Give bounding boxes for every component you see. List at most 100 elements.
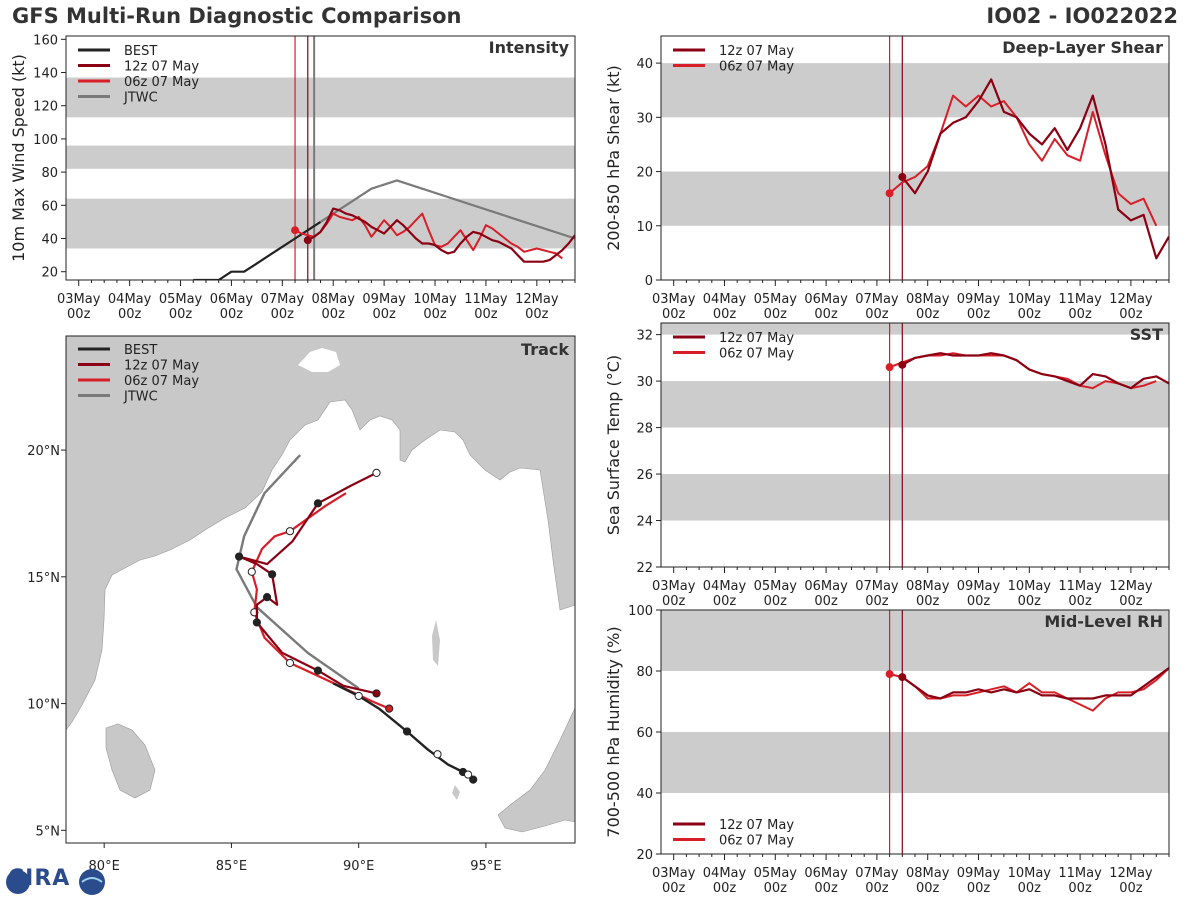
intensity-ytick-label-2: 60 <box>41 199 58 214</box>
shear-plot-area <box>661 36 1169 280</box>
intensity-legend-label-1: 12z 07 May <box>124 60 199 75</box>
track-marker-best-2 <box>402 727 412 736</box>
track-marker-best-0 <box>464 770 473 779</box>
shear-title: Deep-Layer Shear <box>1002 38 1163 57</box>
track-xtick-label-2: 90°E <box>343 859 374 874</box>
intensity-series-run06 <box>294 212 563 260</box>
shear-start-point-run06 <box>885 189 894 198</box>
intensity-ytick-label-1: 40 <box>41 233 58 248</box>
intensity-series-best <box>193 220 322 280</box>
sst-ylabel: Sea Surface Temp (°C) <box>604 355 623 535</box>
shear-ylabel: 200-850 hPa Shear (kt) <box>604 65 623 251</box>
rh-band-1 <box>661 610 1169 671</box>
track-legend-label-1: 12z 07 May <box>124 359 199 374</box>
track-marker-run12-5 <box>234 552 244 561</box>
track-marker-best-0 <box>469 775 478 784</box>
rh-ytick-label-1: 40 <box>636 787 653 802</box>
track-marker-run06-4 <box>285 527 295 536</box>
shear-band-0 <box>661 171 1169 226</box>
rh-title: Mid-Level RH <box>1044 612 1163 631</box>
track-ytick-label-3: 20°N <box>27 444 60 459</box>
intensity-xtick-sublabel-5: 00z <box>322 307 346 322</box>
intensity-ytick-label-7: 160 <box>33 33 58 48</box>
rh-panel: 2040608010003May00z04May00z05May00z06May… <box>604 604 1170 896</box>
intensity-legend-label-0: BEST <box>124 44 157 59</box>
intensity-xtick-label-7: 10May <box>413 292 457 307</box>
sst-xtick-sublabel-0: 00z <box>662 594 686 609</box>
track-marker-run12-6 <box>313 499 323 508</box>
sst-xtick-label-8: 11May <box>1058 579 1102 594</box>
shear-ytick-label-1: 10 <box>636 220 653 235</box>
shear-xtick-sublabel-4: 00z <box>865 307 889 322</box>
shear-ytick-label-4: 40 <box>636 57 653 72</box>
intensity-xtick-label-0: 03May <box>57 292 101 307</box>
sst-title: SST <box>1130 325 1163 344</box>
shear-xtick-sublabel-6: 00z <box>967 307 991 322</box>
sst-ytick-label-5: 32 <box>636 329 653 344</box>
land-andaman-islands <box>432 620 440 666</box>
shear-xtick-label-6: 09May <box>957 292 1001 307</box>
shear-xtick-label-7: 10May <box>1008 292 1052 307</box>
rh-ytick-label-0: 20 <box>636 848 653 863</box>
rh-ytick-label-4: 100 <box>628 604 653 619</box>
rh-xtick-label-5: 08May <box>906 866 950 881</box>
intensity-ytick-label-5: 120 <box>33 100 58 115</box>
shear-xtick-label-3: 06May <box>804 292 848 307</box>
sst-xtick-label-7: 10May <box>1008 579 1052 594</box>
intensity-panel: 2040608010012014016003May00z04May00z05Ma… <box>9 33 576 322</box>
intensity-xtick-label-2: 05May <box>159 292 203 307</box>
shear-ytick-label-0: 0 <box>645 274 653 289</box>
track-marker-run06-1 <box>285 658 295 668</box>
rh-xtick-sublabel-1: 00z <box>713 881 737 896</box>
rh-ytick-label-2: 60 <box>636 726 653 741</box>
sst-legend-label-0: 12z 07 May <box>719 331 794 346</box>
rh-xtick-sublabel-0: 00z <box>662 881 686 896</box>
rh-xtick-sublabel-7: 00z <box>1018 881 1042 896</box>
rh-series-run12 <box>901 667 1169 700</box>
track-title: Track <box>521 340 569 359</box>
sst-xtick-label-6: 09May <box>957 579 1001 594</box>
river-delta-water <box>298 348 340 372</box>
sst-ytick-label-4: 30 <box>636 375 653 390</box>
rh-band-0 <box>661 732 1169 793</box>
intensity-band-2 <box>66 77 575 118</box>
sst-xtick-sublabel-2: 00z <box>764 594 788 609</box>
track-legend-label-0: BEST <box>124 343 157 358</box>
rh-xtick-sublabel-3: 00z <box>814 881 838 896</box>
sst-ytick-label-3: 28 <box>636 422 653 437</box>
track-marker-run06-0 <box>385 704 394 713</box>
shear-xtick-label-5: 08May <box>906 292 950 307</box>
intensity-title: Intensity <box>489 38 570 57</box>
track-line-jtwc <box>235 454 360 690</box>
rh-xtick-label-1: 04May <box>703 866 747 881</box>
shear-xtick-label-1: 04May <box>703 292 747 307</box>
shear-xtick-sublabel-3: 00z <box>814 307 838 322</box>
sst-start-point-run12 <box>898 360 907 369</box>
rh-xtick-sublabel-5: 00z <box>916 881 940 896</box>
rh-ytick-label-3: 80 <box>636 665 653 680</box>
land-nicobar-islands <box>452 785 460 800</box>
sst-xtick-label-4: 07May <box>855 579 899 594</box>
intensity-legend-label-3: JTWC <box>123 91 158 106</box>
rh-xtick-label-9: 12May <box>1109 866 1153 881</box>
intensity-xtick-sublabel-7: 00z <box>423 307 447 322</box>
track-ytick-label-2: 15°N <box>27 571 60 586</box>
intensity-series-run12 <box>307 207 575 263</box>
rh-xtick-label-8: 11May <box>1058 866 1102 881</box>
sst-band-1 <box>661 381 1169 428</box>
shear-xtick-label-8: 11May <box>1058 292 1102 307</box>
sst-band-0 <box>661 474 1169 521</box>
intensity-xtick-label-8: 11May <box>464 292 508 307</box>
shear-xtick-sublabel-7: 00z <box>1018 307 1042 322</box>
sst-xtick-sublabel-7: 00z <box>1018 594 1042 609</box>
sst-xtick-sublabel-8: 00z <box>1068 594 1092 609</box>
sst-band-2 <box>661 323 1169 335</box>
rh-xtick-sublabel-9: 00z <box>1119 881 1143 896</box>
sst-xtick-label-5: 08May <box>906 579 950 594</box>
shear-legend-label-0: 12z 07 May <box>719 44 794 59</box>
shear-series-run12 <box>901 78 1169 260</box>
sst-xtick-label-9: 12May <box>1109 579 1153 594</box>
intensity-ytick-label-6: 140 <box>33 67 58 82</box>
sst-xtick-sublabel-9: 00z <box>1119 594 1143 609</box>
